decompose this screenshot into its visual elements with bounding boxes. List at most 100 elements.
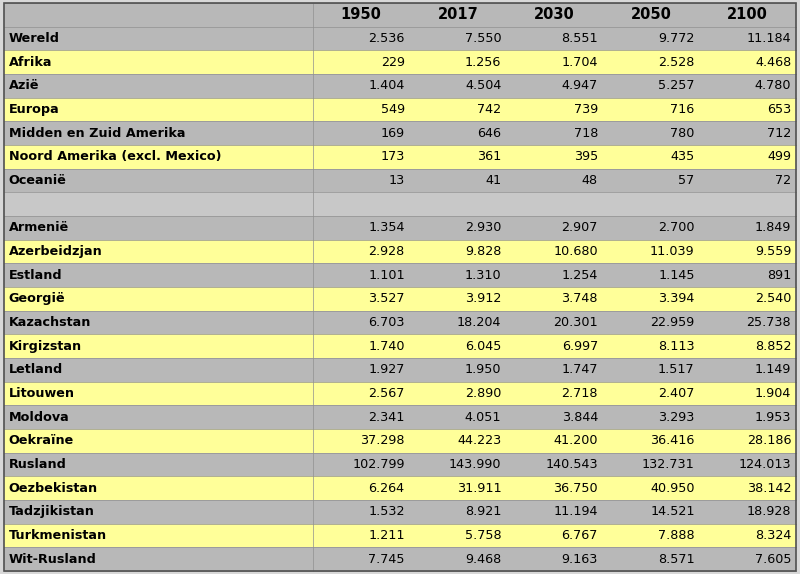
Text: 3.527: 3.527 bbox=[368, 292, 405, 305]
Text: Estland: Estland bbox=[9, 269, 62, 282]
Bar bbox=[602, 263, 699, 287]
Text: 1.404: 1.404 bbox=[368, 79, 405, 92]
Bar bbox=[410, 382, 506, 405]
Text: 8.921: 8.921 bbox=[465, 506, 502, 518]
Bar bbox=[699, 476, 796, 500]
Bar bbox=[4, 26, 313, 51]
Bar bbox=[410, 548, 506, 571]
Bar bbox=[602, 382, 699, 405]
Bar bbox=[4, 216, 313, 240]
Bar bbox=[506, 74, 602, 98]
Bar bbox=[313, 26, 410, 51]
Text: 20.301: 20.301 bbox=[554, 316, 598, 329]
Text: 2.567: 2.567 bbox=[368, 387, 405, 400]
Text: 132.731: 132.731 bbox=[642, 458, 694, 471]
Text: Moldova: Moldova bbox=[9, 411, 70, 424]
Bar bbox=[4, 476, 313, 500]
Text: Oceanië: Oceanië bbox=[9, 174, 66, 187]
Bar bbox=[602, 405, 699, 429]
Text: 72: 72 bbox=[775, 174, 791, 187]
Text: 2.540: 2.540 bbox=[755, 292, 791, 305]
Text: Letland: Letland bbox=[9, 363, 63, 377]
Text: Kirgizstan: Kirgizstan bbox=[9, 340, 82, 352]
Bar bbox=[506, 121, 602, 145]
Text: 143.990: 143.990 bbox=[449, 458, 502, 471]
Text: 2.890: 2.890 bbox=[465, 387, 502, 400]
Bar bbox=[699, 3, 796, 26]
Bar bbox=[602, 358, 699, 382]
Bar bbox=[602, 548, 699, 571]
Bar bbox=[313, 169, 410, 192]
Bar bbox=[506, 524, 602, 548]
Text: Azië: Azië bbox=[9, 79, 39, 92]
Text: 38.142: 38.142 bbox=[746, 482, 791, 495]
Text: 4.468: 4.468 bbox=[755, 56, 791, 68]
Bar bbox=[602, 240, 699, 263]
Text: 8.852: 8.852 bbox=[754, 340, 791, 352]
Bar bbox=[410, 263, 506, 287]
Text: 18.204: 18.204 bbox=[457, 316, 502, 329]
Bar bbox=[602, 334, 699, 358]
Text: 5.257: 5.257 bbox=[658, 79, 694, 92]
Bar bbox=[313, 51, 410, 74]
Text: 18.928: 18.928 bbox=[746, 506, 791, 518]
Text: 1.532: 1.532 bbox=[368, 506, 405, 518]
Text: 2017: 2017 bbox=[438, 7, 478, 22]
Bar bbox=[410, 311, 506, 334]
Text: 742: 742 bbox=[478, 103, 502, 116]
Bar bbox=[506, 287, 602, 311]
Bar bbox=[410, 453, 506, 476]
Bar bbox=[699, 98, 796, 121]
Text: 395: 395 bbox=[574, 150, 598, 163]
Bar bbox=[4, 500, 313, 524]
Text: 3.912: 3.912 bbox=[465, 292, 502, 305]
Bar bbox=[313, 121, 410, 145]
Text: 28.186: 28.186 bbox=[746, 435, 791, 447]
Text: 41.200: 41.200 bbox=[554, 435, 598, 447]
Bar bbox=[313, 287, 410, 311]
Bar bbox=[602, 476, 699, 500]
Bar bbox=[410, 145, 506, 169]
Text: 36.750: 36.750 bbox=[554, 482, 598, 495]
Text: 2.930: 2.930 bbox=[465, 222, 502, 234]
Bar bbox=[4, 548, 313, 571]
Bar bbox=[506, 334, 602, 358]
Text: 1.149: 1.149 bbox=[755, 363, 791, 377]
Bar bbox=[699, 382, 796, 405]
Bar bbox=[4, 169, 313, 192]
Text: 36.416: 36.416 bbox=[650, 435, 694, 447]
Text: 1.704: 1.704 bbox=[562, 56, 598, 68]
Bar bbox=[506, 311, 602, 334]
Text: Georgië: Georgië bbox=[9, 292, 66, 305]
Bar bbox=[699, 263, 796, 287]
Bar bbox=[410, 429, 506, 453]
Text: Afrika: Afrika bbox=[9, 56, 52, 68]
Bar bbox=[313, 3, 410, 26]
Text: 2.536: 2.536 bbox=[368, 32, 405, 45]
Bar bbox=[313, 382, 410, 405]
Text: 13: 13 bbox=[389, 174, 405, 187]
Bar bbox=[506, 145, 602, 169]
Text: 6.997: 6.997 bbox=[562, 340, 598, 352]
Text: Oekraïne: Oekraïne bbox=[9, 435, 74, 447]
Text: 40.950: 40.950 bbox=[650, 482, 694, 495]
Text: 1.953: 1.953 bbox=[754, 411, 791, 424]
Text: 361: 361 bbox=[477, 150, 502, 163]
Text: 712: 712 bbox=[767, 127, 791, 139]
Bar bbox=[410, 476, 506, 500]
Text: Litouwen: Litouwen bbox=[9, 387, 75, 400]
Bar bbox=[4, 121, 313, 145]
Bar bbox=[699, 311, 796, 334]
Bar bbox=[699, 51, 796, 74]
Bar bbox=[699, 500, 796, 524]
Bar bbox=[506, 358, 602, 382]
Text: 4.504: 4.504 bbox=[465, 79, 502, 92]
Bar bbox=[410, 51, 506, 74]
Bar bbox=[602, 51, 699, 74]
Text: 2100: 2100 bbox=[727, 7, 768, 22]
Bar bbox=[602, 26, 699, 51]
Bar bbox=[4, 429, 313, 453]
Bar bbox=[506, 476, 602, 500]
Bar bbox=[506, 98, 602, 121]
Bar bbox=[602, 287, 699, 311]
